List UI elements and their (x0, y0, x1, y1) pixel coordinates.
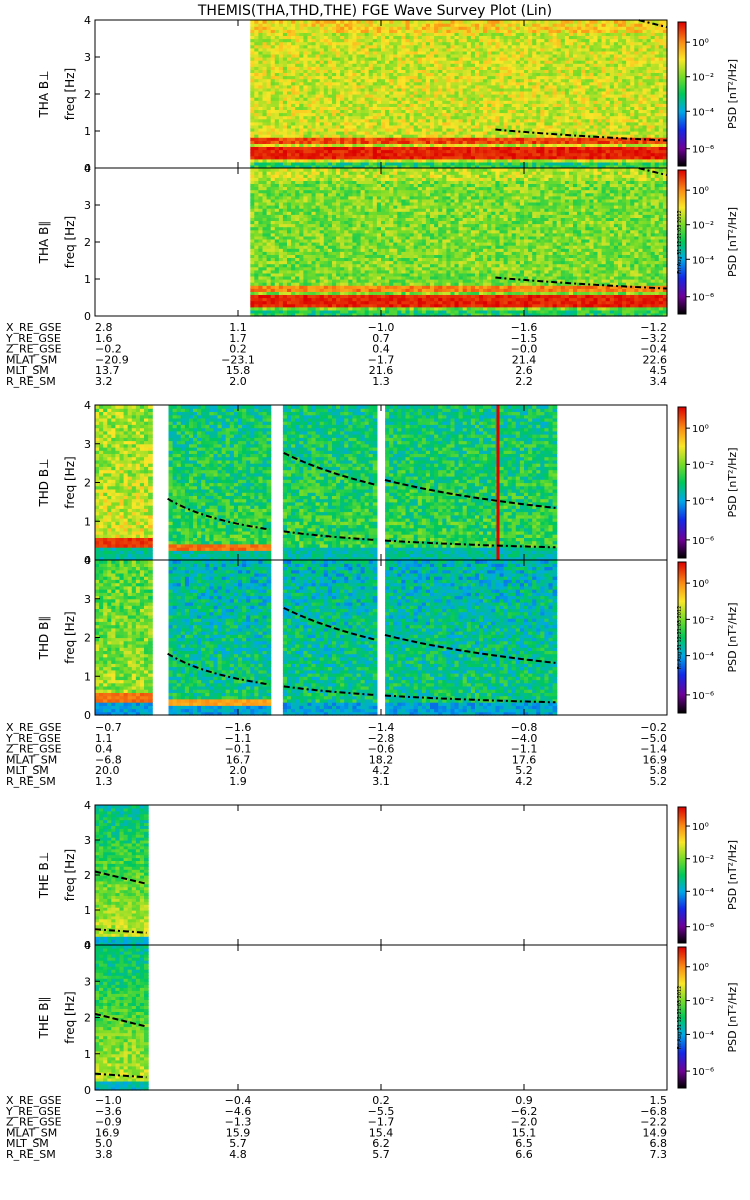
spectrogram-cell (295, 20, 300, 24)
spectrogram-cell (348, 20, 353, 24)
spectrogram-cell (393, 20, 398, 24)
spectrogram-cell (267, 20, 272, 24)
spectrogram-cell (287, 20, 292, 24)
chart-title: THEMIS(THA,THD,THE) FGE Wave Survey Plot… (197, 3, 552, 19)
spectrogram-cell (389, 20, 394, 24)
spectrogram-cell (365, 20, 370, 24)
spectrogram-cell (381, 20, 386, 24)
spectrogram-cell (352, 20, 357, 24)
spectrogram-cell (308, 20, 313, 24)
spectrogram-cell (271, 20, 276, 24)
spectrogram-cell (385, 20, 390, 24)
spectrogram-cell (250, 20, 255, 24)
spectrogram-cell (328, 20, 333, 24)
spectrogram-cell (332, 20, 337, 24)
spectrogram-cell (336, 20, 341, 24)
spectrogram-cell (344, 20, 349, 24)
spectrogram-cell (357, 20, 362, 24)
spectrogram-cell (373, 20, 378, 24)
spectrogram-cell (263, 20, 268, 24)
spectrogram-cell (369, 20, 374, 24)
spectrogram-cell (291, 20, 296, 24)
spectrogram-cell (254, 20, 259, 24)
spectrogram-cell (361, 20, 366, 24)
spectrogram-cell (320, 20, 325, 24)
spectrogram-cell (258, 20, 263, 24)
wave-survey-plot: THEMIS(THA,THD,THE) FGE Wave Survey Plot… (0, 0, 750, 1200)
spectrogram-cell (316, 20, 321, 24)
spectrogram-cell (397, 20, 402, 24)
spectrogram-cell (299, 20, 304, 24)
spectrogram-cell (279, 20, 284, 24)
spectrogram-cell (324, 20, 329, 24)
spectrogram-cell (340, 20, 345, 24)
spectrogram-cell (275, 20, 280, 24)
spectrogram-cell (283, 20, 288, 24)
spectrogram-cell (303, 20, 308, 24)
spectrogram-cell (312, 20, 317, 24)
